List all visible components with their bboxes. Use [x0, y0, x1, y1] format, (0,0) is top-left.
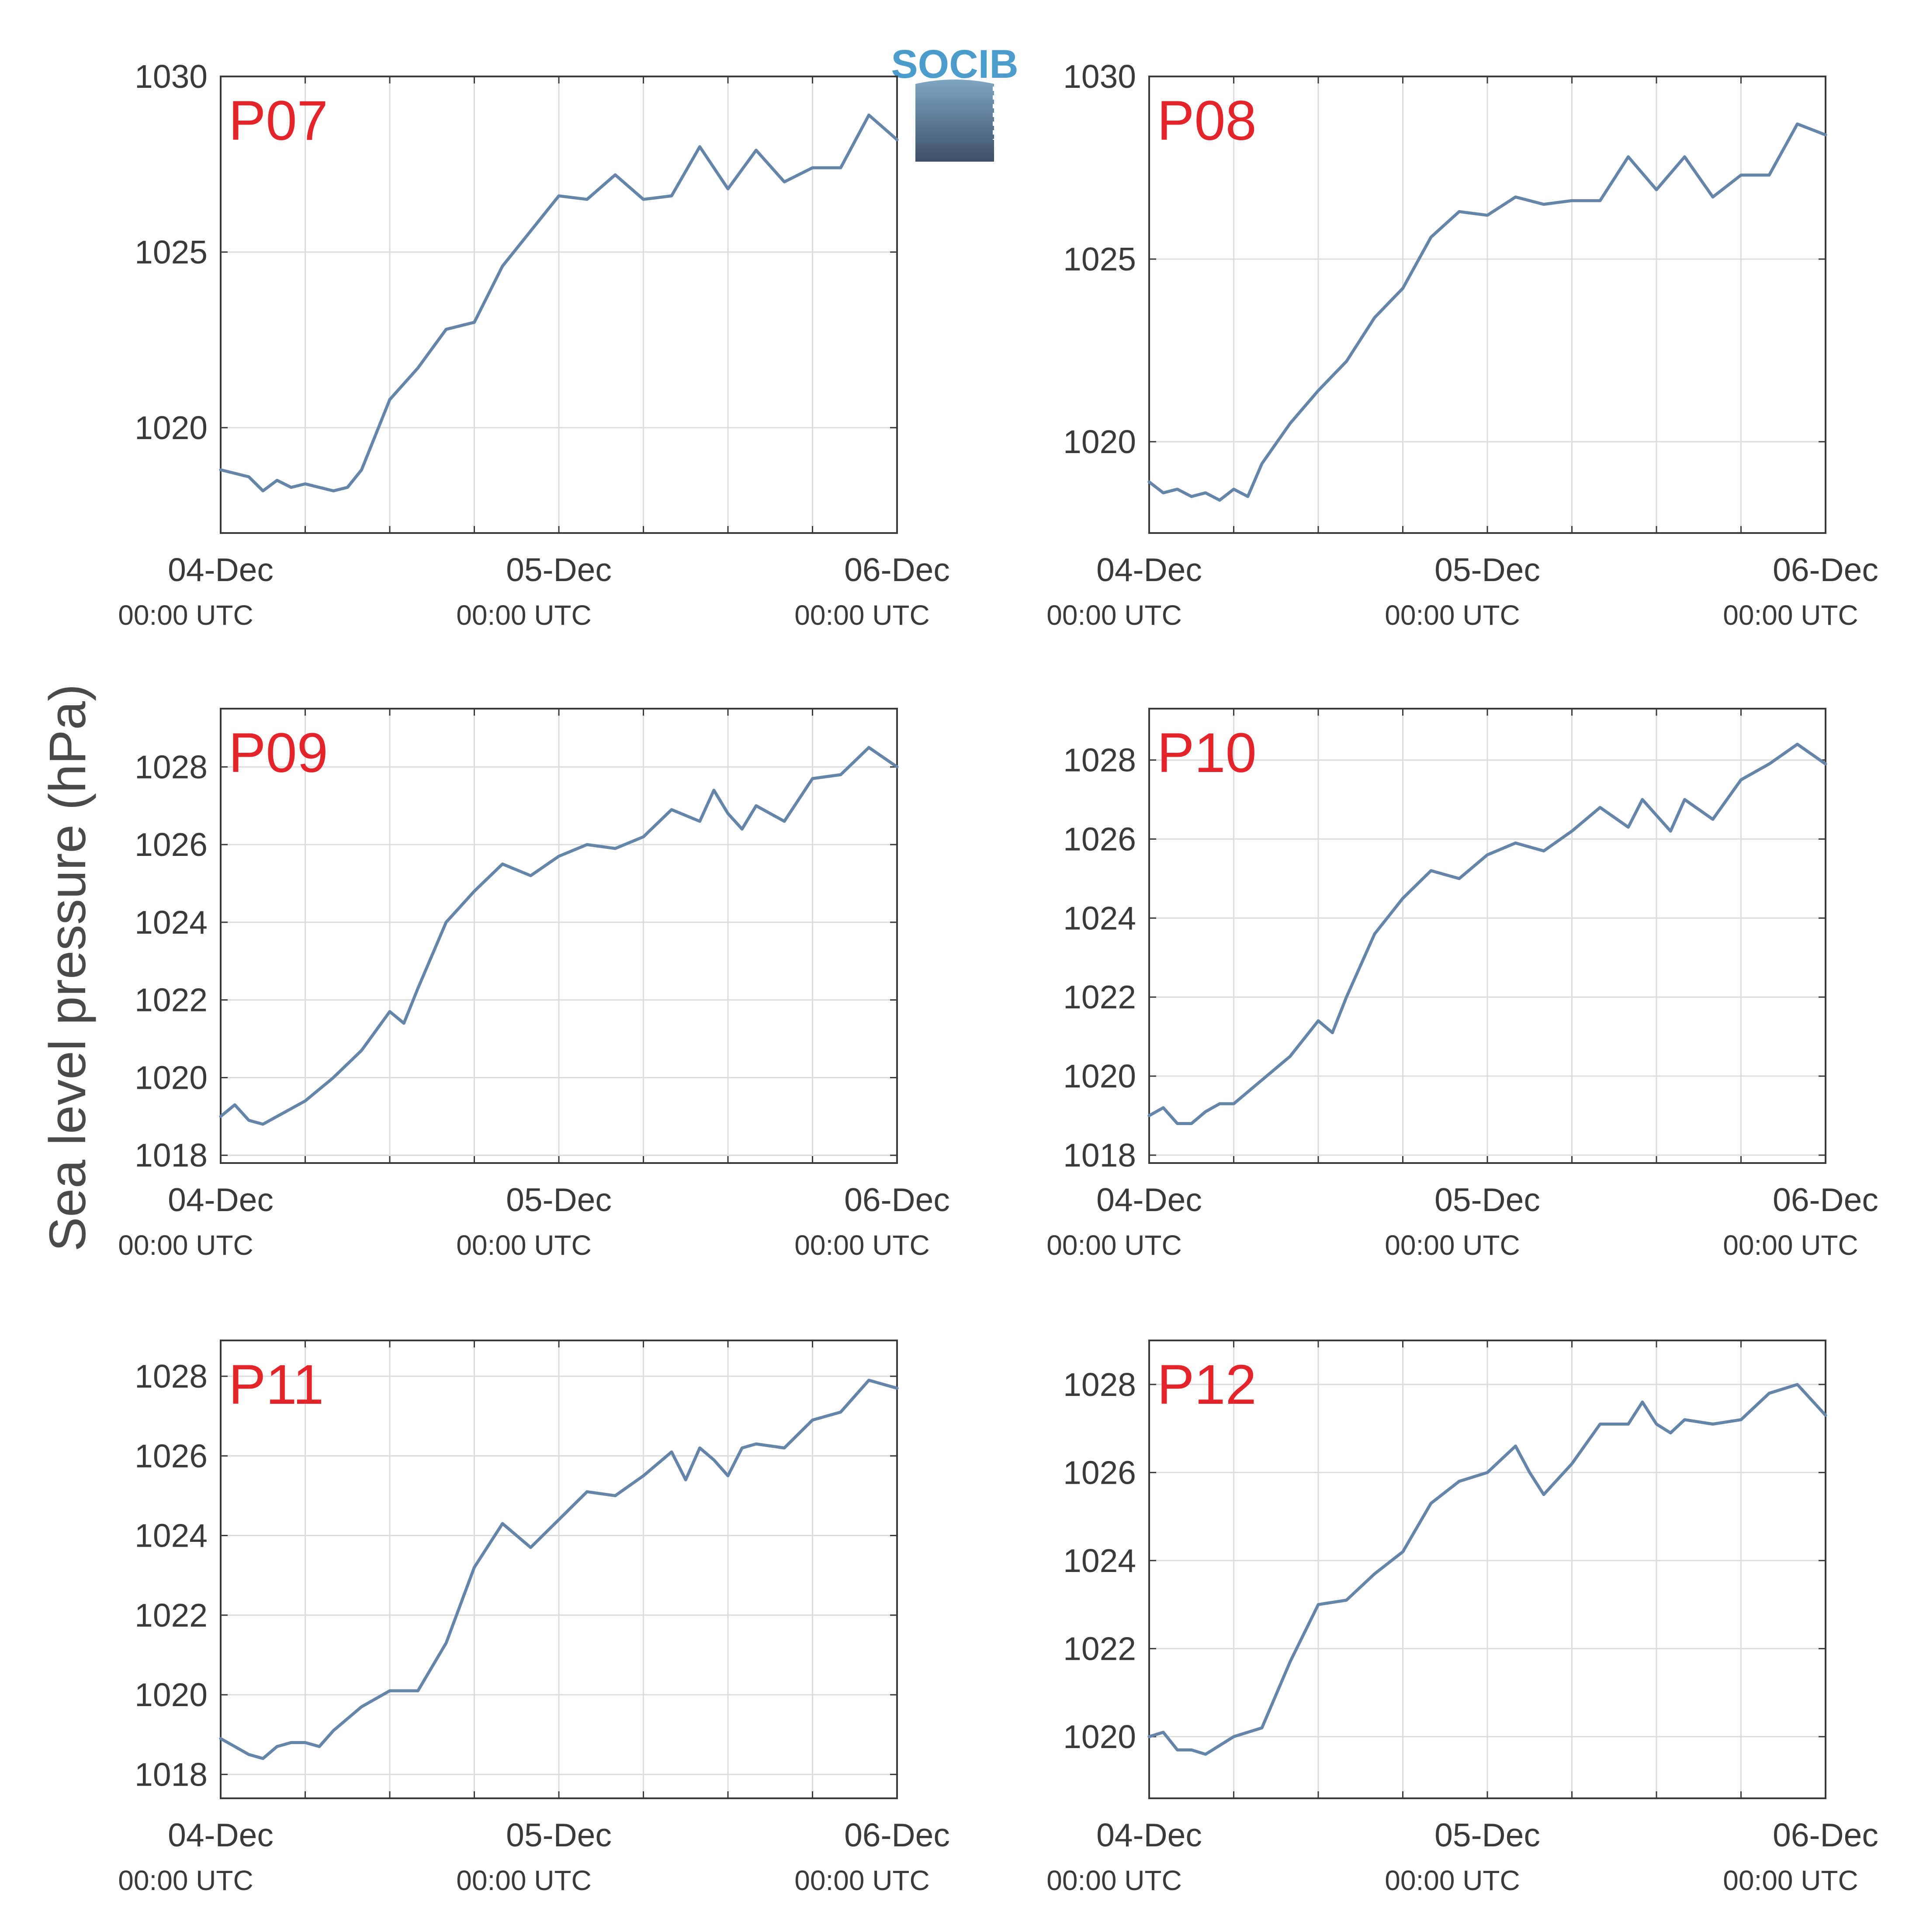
x-tick-time-label: 00:00 UTC [118, 599, 253, 631]
x-tick-time-label: 00:00 UTC [794, 1229, 929, 1261]
y-tick-label: 1028 [1063, 742, 1136, 779]
x-tick-date-label: 06-Dec [844, 551, 950, 588]
x-tick-date-label: 04-Dec [168, 551, 274, 588]
pressure-series-line [219, 746, 899, 1126]
plot-frame [220, 76, 898, 534]
y-tick-label: 1020 [135, 1059, 208, 1096]
y-tick-label: 1026 [135, 826, 208, 863]
panel-p11: 1018 1020 1022 1024 1026 1028 P11 04-Dec 00:00 U… [118, 1340, 950, 1896]
y-tick-label: 1026 [135, 1437, 208, 1474]
x-tick-date-label: 04-Dec [1096, 551, 1202, 588]
x-tick-date-label: 04-Dec [1096, 1181, 1202, 1218]
plot-frame [1148, 76, 1826, 534]
y-tick-label: 1020 [1063, 1058, 1136, 1094]
y-tick-label: 1026 [1063, 821, 1136, 857]
panel-label: P07 [229, 90, 328, 152]
x-tick-date-label: 04-Dec [168, 1181, 274, 1218]
x-tick-time-label: 00:00 UTC [1046, 599, 1181, 631]
x-tick-date-label: 05-Dec [1434, 1181, 1540, 1218]
x-tick-time-label: 00:00 UTC [1723, 1865, 1858, 1896]
panel-p08: 1020 1025 1030 P08 04-Dec 00:00 UTC 05-Dec 00:0… [1046, 58, 1878, 631]
y-tick-label: 1020 [135, 1676, 208, 1713]
y-tick-label: 1018 [1063, 1137, 1136, 1174]
y-tick-label: 1024 [135, 1517, 208, 1554]
x-tick-time-label: 00:00 UTC [118, 1865, 253, 1896]
y-tick-label: 1028 [1063, 1366, 1136, 1403]
x-tick-date-label: 05-Dec [506, 551, 612, 588]
panel-p09: 1018 1020 1022 1024 1026 1028 P09 04-Dec 00:00 U… [118, 708, 950, 1261]
logo-wave-shape [915, 80, 994, 162]
y-tick-label: 1018 [135, 1756, 208, 1793]
pressure-series-line [219, 113, 899, 492]
x-tick-time-label: 00:00 UTC [794, 599, 929, 631]
y-tick-label: 1018 [135, 1137, 208, 1174]
x-tick-date-label: 06-Dec [844, 1817, 950, 1853]
y-tick-label: 1030 [1063, 58, 1136, 95]
x-tick-date-label: 04-Dec [1096, 1817, 1202, 1853]
pressure-series-line [219, 1378, 899, 1760]
x-tick-date-label: 05-Dec [1434, 551, 1540, 588]
x-tick-time-label: 00:00 UTC [1046, 1229, 1181, 1261]
y-tick-label: 1030 [135, 58, 208, 95]
x-tick-time-label: 00:00 UTC [1723, 1229, 1858, 1261]
pressure-series-line [1147, 122, 1827, 502]
y-tick-label: 1024 [1063, 900, 1136, 936]
x-tick-date-label: 06-Dec [1773, 551, 1878, 588]
x-tick-time-label: 00:00 UTC [1723, 599, 1858, 631]
panel-p12: 1020 1022 1024 1026 1028 P12 04-Dec 00:00 UTC 05… [1046, 1340, 1878, 1896]
y-tick-label: 1025 [1063, 241, 1136, 277]
x-tick-date-label: 05-Dec [506, 1181, 612, 1218]
panels: 1020 1025 1030 P07 04-Dec 00:00 UTC 05-Dec 00:0… [118, 58, 1878, 1896]
y-tick-label: 1025 [135, 234, 208, 270]
x-tick-date-label: 06-Dec [1773, 1181, 1878, 1218]
y-tick-label: 1020 [1063, 423, 1136, 460]
y-tick-label: 1026 [1063, 1454, 1136, 1491]
plot-frame [220, 1340, 898, 1799]
plot-frame [1148, 708, 1826, 1164]
y-tick-label: 1020 [1063, 1718, 1136, 1755]
x-tick-time-label: 00:00 UTC [1046, 1865, 1181, 1896]
x-tick-date-label: 06-Dec [1773, 1817, 1878, 1853]
panel-label: P11 [229, 1354, 324, 1416]
panel-label: P10 [1157, 722, 1257, 784]
panel-label: P08 [1157, 90, 1257, 152]
panel-label: P12 [1157, 1354, 1257, 1416]
y-tick-label: 1024 [1063, 1542, 1136, 1579]
x-tick-time-label: 00:00 UTC [456, 1229, 591, 1261]
panel-p10: 1018 1020 1022 1024 1026 1028 P10 04-Dec 00:00 U… [1046, 708, 1878, 1261]
pressure-series-line [1147, 742, 1827, 1125]
y-tick-label: 1028 [135, 748, 208, 785]
x-tick-time-label: 00:00 UTC [1385, 1229, 1520, 1261]
y-tick-label: 1022 [135, 1597, 208, 1634]
x-tick-date-label: 05-Dec [506, 1817, 612, 1853]
panel-p07: 1020 1025 1030 P07 04-Dec 00:00 UTC 05-Dec 00:0… [118, 58, 950, 631]
x-tick-time-label: 00:00 UTC [1385, 1865, 1520, 1896]
y-tick-label: 1024 [135, 904, 208, 941]
x-tick-time-label: 00:00 UTC [456, 599, 591, 631]
y-tick-label: 1028 [135, 1358, 208, 1395]
x-tick-time-label: 00:00 UTC [118, 1229, 253, 1261]
x-tick-time-label: 00:00 UTC [456, 1865, 591, 1896]
y-tick-label: 1022 [1063, 979, 1136, 1015]
y-tick-label: 1020 [135, 409, 208, 446]
x-tick-date-label: 04-Dec [168, 1817, 274, 1853]
y-axis-label: Sea level pressure (hPa) [39, 684, 97, 1252]
socib-logo: SOCIB [891, 42, 1019, 162]
x-tick-time-label: 00:00 UTC [794, 1865, 929, 1896]
plot-frame [1148, 1340, 1826, 1799]
panel-label: P09 [229, 722, 328, 784]
x-tick-date-label: 06-Dec [844, 1181, 950, 1218]
y-tick-label: 1022 [1063, 1630, 1136, 1667]
plot-frame [220, 708, 898, 1164]
pressure-series-line [1147, 1383, 1827, 1756]
x-tick-date-label: 05-Dec [1434, 1817, 1540, 1853]
y-tick-label: 1022 [135, 982, 208, 1018]
logo-text: SOCIB [891, 42, 1018, 87]
x-tick-time-label: 00:00 UTC [1385, 599, 1520, 631]
